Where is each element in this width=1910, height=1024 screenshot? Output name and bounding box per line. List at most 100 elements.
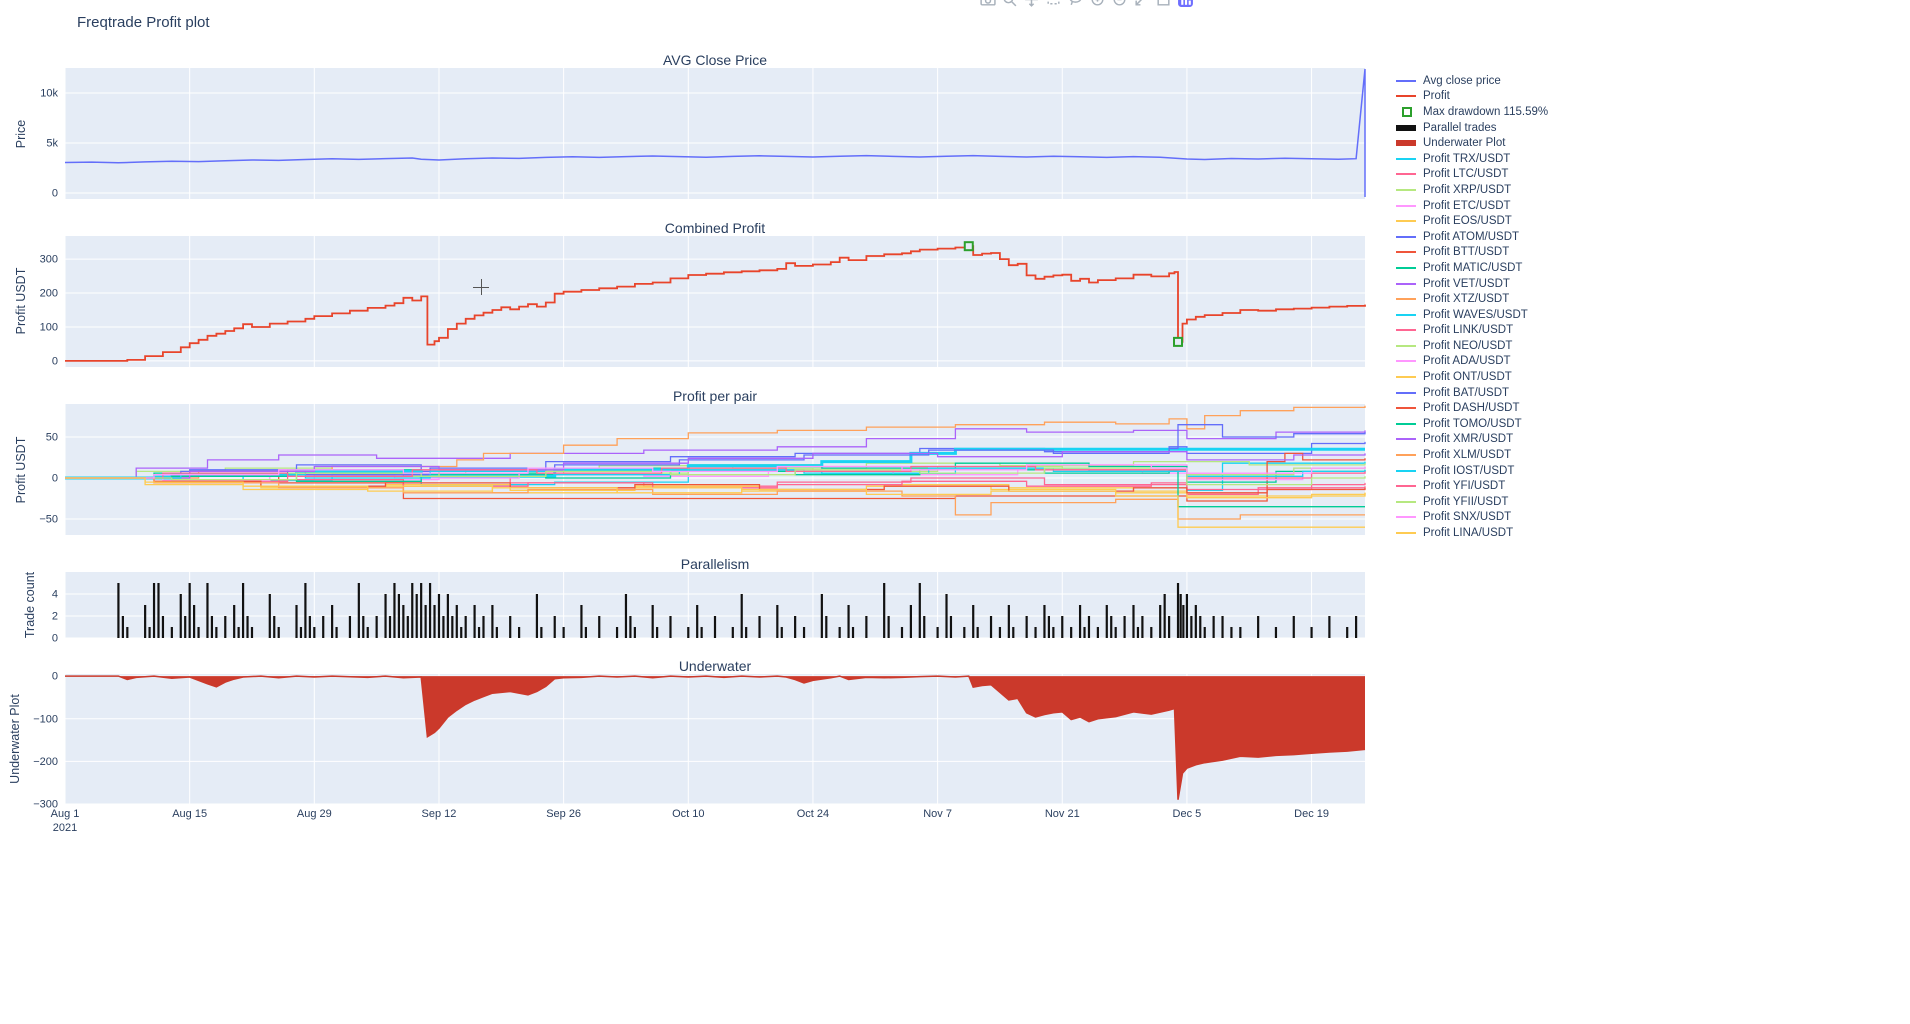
legend-swatch-icon — [1396, 344, 1418, 347]
legend-label: Profit IOST/USDT — [1423, 464, 1515, 477]
legend-label: Profit XMR/USDT — [1423, 433, 1514, 446]
plotly-logo[interactable] — [1177, 0, 1194, 8]
legend-label: Profit ETC/USDT — [1423, 199, 1511, 212]
legend-label: Profit BTT/USDT — [1423, 246, 1510, 259]
plot-area[interactable]: 05k10k0100200300−500500240−100−200−300Au… — [0, 0, 1556, 850]
svg-text:4: 4 — [52, 589, 58, 601]
svg-text:−300: −300 — [33, 799, 58, 811]
legend-swatch-icon — [1396, 516, 1418, 519]
legend-swatch-icon — [1396, 532, 1418, 535]
max-drawdown-marker-icon — [1396, 106, 1418, 117]
legend-item-profit-neo-usdt[interactable]: Profit NEO/USDT — [1396, 338, 1566, 354]
svg-text:300: 300 — [40, 254, 58, 266]
svg-text:Dec 5: Dec 5 — [1173, 808, 1202, 820]
svg-text:Sep 26: Sep 26 — [546, 808, 581, 820]
subplot-title-parallelism: Parallelism — [680, 556, 750, 572]
legend-swatch-icon — [1396, 313, 1418, 316]
svg-text:0: 0 — [52, 633, 58, 645]
svg-text:50: 50 — [46, 431, 58, 443]
svg-text:2: 2 — [52, 611, 58, 623]
legend-swatch-icon — [1396, 124, 1418, 131]
legend-swatch-icon — [1396, 204, 1418, 207]
legend-item-profit-link-usdt[interactable]: Profit LINK/USDT — [1396, 323, 1566, 339]
legend-item-profit-xtz-usdt[interactable]: Profit XTZ/USDT — [1396, 291, 1566, 307]
legend-swatch-icon — [1396, 454, 1418, 457]
svg-text:Nov 21: Nov 21 — [1045, 808, 1080, 820]
zoom-out-icon[interactable] — [1111, 0, 1128, 8]
legend-item-profit-eos-usdt[interactable]: Profit EOS/USDT — [1396, 213, 1566, 229]
legend-item-profit-trx-usdt[interactable]: Profit TRX/USDT — [1396, 151, 1566, 167]
svg-text:5k: 5k — [46, 138, 58, 150]
legend-item-profit-matic-usdt[interactable]: Profit MATIC/USDT — [1396, 260, 1566, 276]
legend-label: Profit BAT/USDT — [1423, 386, 1510, 399]
svg-text:Oct 24: Oct 24 — [797, 808, 829, 820]
yaxis-title-price: Price — [14, 119, 28, 149]
legend-item-profit-btt-usdt[interactable]: Profit BTT/USDT — [1396, 245, 1566, 261]
legend-item-avg-close-price[interactable]: Avg close price — [1396, 73, 1566, 89]
legend-item-profit-lina-usdt[interactable]: Profit LINA/USDT — [1396, 525, 1566, 541]
legend-item-underwater-plot[interactable]: Underwater Plot — [1396, 135, 1566, 151]
legend-label: Profit NEO/USDT — [1423, 339, 1513, 352]
box-select-icon[interactable] — [1045, 0, 1062, 8]
plotly-figure: 0 5k 10k 0 100 200 300 −50 0 50 0 2 4 0 −100 −200 −300 Au… — [0, 0, 1556, 850]
legend-label: Profit DASH/USDT — [1423, 402, 1520, 415]
legend-swatch-icon — [1396, 235, 1418, 238]
yaxis-title-trade-count: Trade count — [23, 571, 37, 639]
legend-swatch-icon — [1396, 360, 1418, 363]
legend-label: Max drawdown 115.59% — [1423, 105, 1549, 118]
legend-item-profit-vet-usdt[interactable]: Profit VET/USDT — [1396, 276, 1566, 292]
legend-item-profit-ltc-usdt[interactable]: Profit LTC/USDT — [1396, 167, 1566, 183]
legend-label: Profit MATIC/USDT — [1423, 261, 1523, 274]
legend-swatch-icon — [1396, 422, 1418, 425]
svg-text:Aug 29: Aug 29 — [297, 808, 332, 820]
legend-item-profit-dash-usdt[interactable]: Profit DASH/USDT — [1396, 400, 1566, 416]
legend-item-profit-iost-usdt[interactable]: Profit IOST/USDT — [1396, 463, 1566, 479]
legend-item-profit-atom-usdt[interactable]: Profit ATOM/USDT — [1396, 229, 1566, 245]
svg-text:0: 0 — [52, 188, 58, 200]
autoscale-icon[interactable] — [1133, 0, 1150, 8]
legend-item-max-drawdown-115-59-[interactable]: Max drawdown 115.59% — [1396, 104, 1566, 120]
yaxis-title-underwater-plot: Underwater Plot — [8, 694, 22, 784]
legend-item-profit-yfi-usdt[interactable]: Profit YFI/USDT — [1396, 478, 1566, 494]
legend-label: Profit TOMO/USDT — [1423, 417, 1522, 430]
legend-swatch-icon — [1396, 298, 1418, 301]
legend-label: Profit LTC/USDT — [1423, 168, 1509, 181]
subplot-title-profit-per-pair: Profit per pair — [672, 388, 758, 404]
legend-item-profit-yfii-usdt[interactable]: Profit YFII/USDT — [1396, 494, 1566, 510]
legend-label: Profit TRX/USDT — [1423, 152, 1511, 165]
legend-label: Parallel trades — [1423, 121, 1497, 134]
legend-item-parallel-trades[interactable]: Parallel trades — [1396, 120, 1566, 136]
modebar — [979, 0, 1194, 8]
legend-item-profit-snx-usdt[interactable]: Profit SNX/USDT — [1396, 510, 1566, 526]
legend-item-profit[interactable]: Profit — [1396, 89, 1566, 105]
legend-item-profit-ada-usdt[interactable]: Profit ADA/USDT — [1396, 354, 1566, 370]
pan-icon[interactable] — [1023, 0, 1040, 8]
legend-swatch-icon — [1396, 329, 1418, 332]
legend-label: Underwater Plot — [1423, 137, 1506, 150]
zoom-in-icon[interactable] — [1089, 0, 1106, 8]
legend-item-profit-waves-usdt[interactable]: Profit WAVES/USDT — [1396, 307, 1566, 323]
svg-text:0: 0 — [52, 355, 58, 367]
svg-text:Nov 7: Nov 7 — [923, 808, 952, 820]
reset-axes-icon[interactable] — [1155, 0, 1172, 8]
legend-swatch-icon — [1396, 376, 1418, 379]
legend-item-profit-ont-usdt[interactable]: Profit ONT/USDT — [1396, 369, 1566, 385]
legend-swatch-icon — [1396, 438, 1418, 441]
svg-text:0: 0 — [52, 671, 58, 683]
svg-text:−50: −50 — [39, 514, 58, 526]
legend-item-profit-xrp-usdt[interactable]: Profit XRP/USDT — [1396, 182, 1566, 198]
zoom-icon[interactable] — [1001, 0, 1018, 8]
legend-swatch-icon — [1396, 500, 1418, 503]
legend-item-profit-xmr-usdt[interactable]: Profit XMR/USDT — [1396, 432, 1566, 448]
svg-text:Aug 1: Aug 1 — [51, 808, 80, 820]
subplot-title-underwater: Underwater — [678, 658, 752, 674]
yaxis-title-profit-usdt-2: Profit USDT — [14, 436, 28, 504]
legend-item-profit-xlm-usdt[interactable]: Profit XLM/USDT — [1396, 447, 1566, 463]
legend-swatch-icon — [1396, 95, 1418, 98]
svg-text:−100: −100 — [33, 713, 58, 725]
lasso-icon[interactable] — [1067, 0, 1084, 8]
legend-item-profit-bat-usdt[interactable]: Profit BAT/USDT — [1396, 385, 1566, 401]
legend-item-profit-tomo-usdt[interactable]: Profit TOMO/USDT — [1396, 416, 1566, 432]
legend-item-profit-etc-usdt[interactable]: Profit ETC/USDT — [1396, 198, 1566, 214]
camera-icon[interactable] — [979, 0, 996, 8]
